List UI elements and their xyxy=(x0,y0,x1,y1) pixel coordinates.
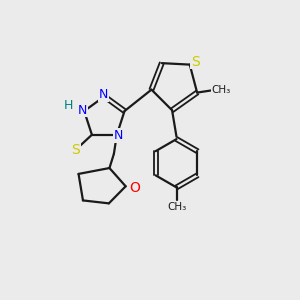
Text: CH₃: CH₃ xyxy=(167,202,186,212)
Text: H: H xyxy=(64,99,74,112)
Text: N: N xyxy=(77,104,87,117)
Text: CH₃: CH₃ xyxy=(212,85,231,94)
Text: N: N xyxy=(99,88,109,101)
Text: O: O xyxy=(129,181,140,195)
Text: S: S xyxy=(191,55,200,69)
Text: S: S xyxy=(71,143,80,157)
Text: N: N xyxy=(114,129,124,142)
